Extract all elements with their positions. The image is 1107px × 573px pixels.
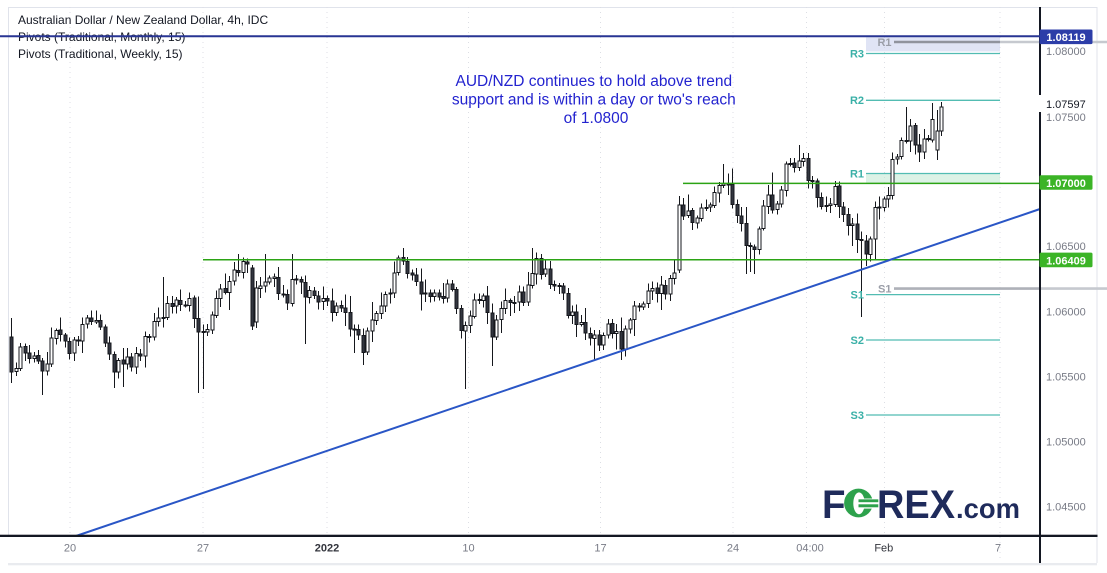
svg-text:2022: 2022 (315, 542, 339, 554)
svg-text:AUD/NZD continues to hold abov: AUD/NZD continues to hold above trend (456, 73, 733, 90)
svg-text:Pivots (Traditional, Weekly, 1: Pivots (Traditional, Weekly, 15) (18, 47, 183, 61)
svg-text:1.07000: 1.07000 (1046, 178, 1086, 190)
svg-text:24: 24 (727, 542, 739, 554)
svg-text:Australian Dollar / New Zealan: Australian Dollar / New Zealand Dollar, … (18, 13, 268, 27)
svg-text:.com: .com (956, 493, 1020, 524)
svg-text:F: F (822, 483, 846, 527)
svg-text:R3: R3 (850, 48, 864, 60)
svg-text:1.08000: 1.08000 (1046, 46, 1086, 58)
svg-text:10: 10 (462, 542, 474, 554)
svg-text:1.06000: 1.06000 (1046, 306, 1086, 318)
svg-text:04:00: 04:00 (796, 542, 824, 554)
svg-text:R2: R2 (850, 95, 864, 107)
svg-text:1.05000: 1.05000 (1046, 436, 1086, 448)
svg-text:1.08119: 1.08119 (1046, 32, 1085, 44)
svg-text:REX: REX (877, 483, 955, 527)
svg-text:support and is within a day or: support and is within a day or two's rea… (452, 92, 736, 109)
svg-text:Feb: Feb (874, 542, 893, 554)
svg-text:S3: S3 (851, 410, 864, 422)
svg-text:1.07597: 1.07597 (1046, 99, 1086, 111)
svg-text:20: 20 (64, 542, 76, 554)
svg-text:17: 17 (594, 542, 606, 554)
svg-text:S1: S1 (878, 283, 891, 295)
svg-text:R1: R1 (850, 168, 864, 180)
svg-text:1.06409: 1.06409 (1046, 255, 1086, 267)
svg-text:S1: S1 (851, 289, 864, 301)
svg-text:1.05500: 1.05500 (1046, 371, 1086, 383)
svg-text:7: 7 (995, 542, 1001, 554)
svg-text:1.06500: 1.06500 (1046, 241, 1086, 253)
svg-text:1.07500: 1.07500 (1046, 112, 1086, 124)
svg-text:of 1.0800: of 1.0800 (564, 110, 629, 127)
svg-text:1.04500: 1.04500 (1046, 501, 1086, 513)
svg-text:R1: R1 (877, 37, 891, 49)
svg-text:27: 27 (197, 542, 209, 554)
svg-text:S2: S2 (851, 335, 864, 347)
